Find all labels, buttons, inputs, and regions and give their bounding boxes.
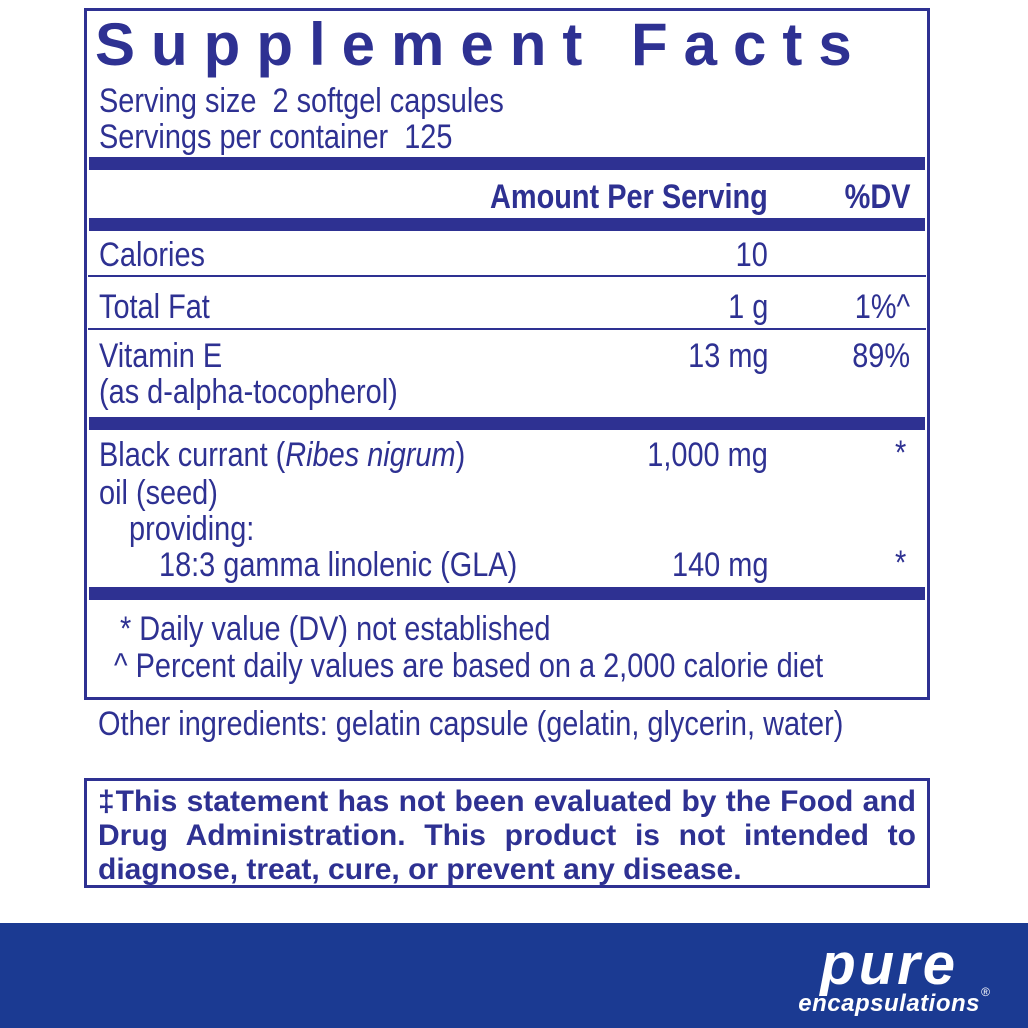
- black-currant-name-suffix: ): [455, 436, 466, 474]
- row-total-fat-name: Total Fat: [99, 288, 210, 326]
- row-vitamin-e-amount: 13 mg: [687, 337, 768, 375]
- footnote-percent-daily-values: ^ Percent daily values are based on a 2,…: [114, 647, 824, 685]
- pure-encapsulations-logo: pure encapsulations ®: [798, 932, 990, 1017]
- black-currant-name-prefix: Black currant (: [99, 436, 286, 474]
- divider-thick-top: [89, 157, 925, 170]
- brand-subtitle: encapsulations: [798, 990, 980, 1017]
- row-total-fat-dv: 1%^: [854, 288, 910, 326]
- row-vitamin-e-name: Vitamin E: [99, 337, 223, 375]
- column-header-dv: %DV: [844, 178, 910, 216]
- fda-disclaimer-box: ‡This statement has not been evaluated b…: [84, 778, 930, 888]
- row-black-currant-part: oil (seed): [99, 474, 218, 512]
- row-calories-amount: 10: [735, 236, 768, 274]
- row-black-currant-amount: 1,000 mg: [647, 436, 768, 474]
- divider-thick-bottom: [89, 587, 925, 600]
- row-vitamin-e-dv: 89%: [852, 337, 910, 375]
- fda-disclaimer-line-1: ‡This statement has not been evaluated b…: [98, 785, 916, 818]
- fda-disclaimer-line-2: Drug Administration. This product is not…: [98, 819, 916, 852]
- serving-size-line: Serving size 2 softgel capsules: [99, 82, 504, 120]
- servings-per-container-line: Servings per container 125: [99, 118, 453, 156]
- column-header-amount: Amount Per Serving: [490, 178, 768, 216]
- supplement-facts-title: Supplement Facts: [95, 11, 868, 78]
- row-calories-name: Calories: [99, 236, 206, 274]
- brand-banner: pure encapsulations ®: [0, 923, 1028, 1028]
- supplement-facts-panel: Supplement Facts Serving size 2 softgel …: [84, 8, 930, 700]
- other-ingredients-line: Other ingredients: gelatin capsule (gela…: [98, 705, 844, 743]
- black-currant-species: Ribes nigrum: [285, 436, 456, 474]
- fda-disclaimer-line-3: diagnose, treat, cure, or prevent any di…: [98, 853, 742, 886]
- row-providing-label: providing:: [129, 510, 255, 548]
- footnote-dv-not-established: * Daily value (DV) not established: [120, 610, 551, 648]
- row-gla-dv: *: [894, 544, 906, 582]
- row-vitamin-e-source: (as d-alpha-tocopherol): [99, 373, 398, 411]
- divider-thick-vitamin-e: [89, 417, 925, 430]
- registered-trademark-icon: ®: [981, 985, 990, 999]
- row-total-fat-amount: 1 g: [727, 288, 768, 326]
- brand-name: pure: [820, 932, 958, 997]
- row-gla-name: 18:3 gamma linolenic (GLA): [159, 546, 518, 584]
- row-gla-amount: 140 mg: [671, 546, 768, 584]
- row-black-currant-name: Black currant (Ribes nigrum): [99, 437, 465, 473]
- divider-thick-header: [89, 218, 925, 231]
- divider-thin-calories: [88, 275, 926, 277]
- divider-thin-total-fat: [88, 328, 926, 330]
- row-black-currant-dv: *: [894, 434, 906, 472]
